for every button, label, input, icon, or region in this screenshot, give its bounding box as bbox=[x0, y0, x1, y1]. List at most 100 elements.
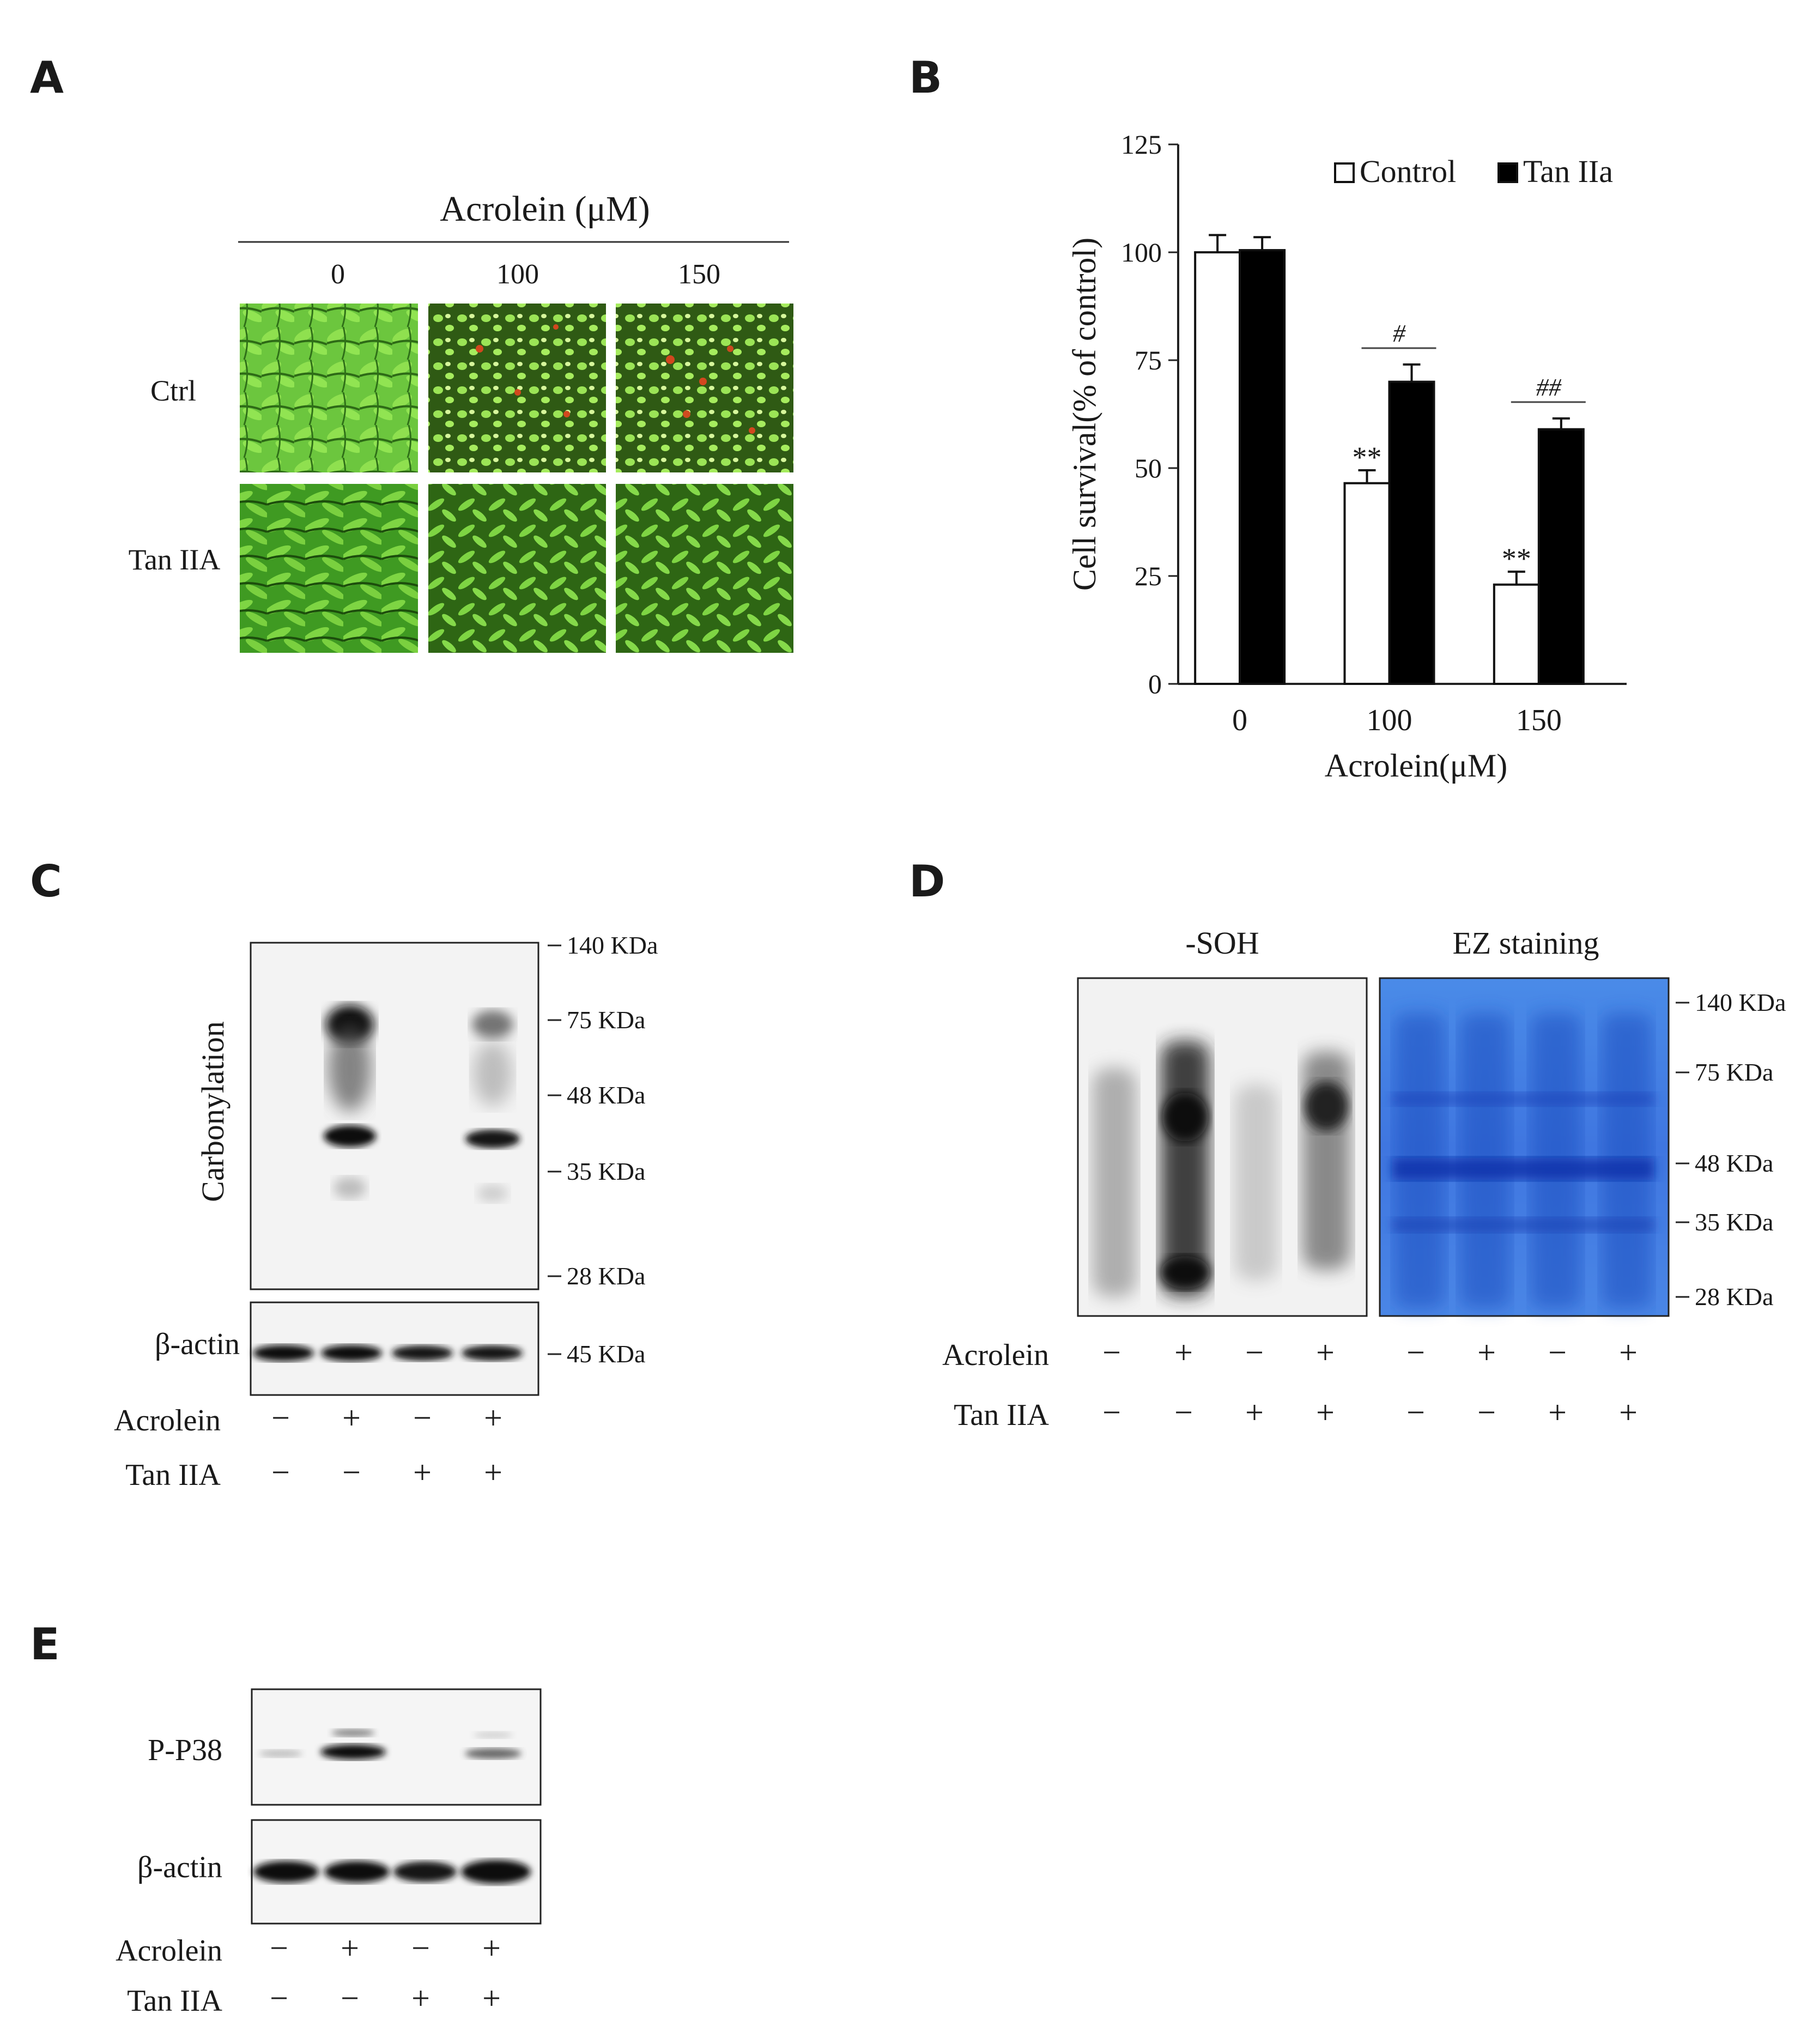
y-tick-label: 50 bbox=[1135, 453, 1162, 483]
panel-e-actin-bands bbox=[253, 1860, 531, 1884]
panel-d-sign: − bbox=[1245, 1335, 1264, 1370]
panel-c-actin-bands bbox=[253, 1345, 523, 1361]
panel-e-pp38-bands bbox=[259, 1729, 522, 1760]
bar bbox=[1239, 249, 1286, 686]
panel-c-loading-marker: 45 KDa bbox=[567, 1340, 645, 1368]
micrograph-ctrl-150 bbox=[616, 304, 793, 472]
panel-d-ez-title: EZ staining bbox=[1452, 925, 1599, 961]
panel-c-blot-label: Carbonylation bbox=[195, 1021, 231, 1202]
panel-a-letter: A bbox=[30, 52, 64, 103]
significance-mark: ** bbox=[1502, 542, 1531, 575]
panel-d-sign: − bbox=[1548, 1335, 1567, 1370]
panel-d-marker-28: 28 KDa bbox=[1695, 1283, 1773, 1311]
panel-e-sign: + bbox=[482, 1930, 501, 1966]
panel-d-sign: + bbox=[1548, 1394, 1567, 1430]
panel-c-treat-acrolein: Acrolein bbox=[114, 1404, 221, 1438]
panel-c-marker-140: 140 KDa bbox=[567, 931, 658, 959]
micrograph-taniia-0 bbox=[240, 484, 418, 653]
panel-e-signs: − + − + − − + + bbox=[270, 1930, 501, 2016]
panel-d-marker-35: 35 KDa bbox=[1695, 1208, 1773, 1236]
panel-d-marker-140: 140 KDa bbox=[1695, 988, 1786, 1016]
panel-e-treat-taniia: Tan IIA bbox=[127, 1984, 222, 2018]
significance-mark: # bbox=[1393, 319, 1406, 347]
panel-c-sign: − bbox=[271, 1454, 290, 1490]
panel-a-col-2: 150 bbox=[678, 259, 720, 290]
panel-c-marker-28: 28 KDa bbox=[567, 1262, 645, 1290]
panel-d-sign: + bbox=[1477, 1335, 1496, 1370]
y-tick-label: 125 bbox=[1121, 129, 1162, 160]
panel-d: D -SOH EZ staining 140 KDa 75 bbox=[909, 856, 1786, 1432]
panel-d-treat-acrolein: Acrolein bbox=[942, 1338, 1049, 1372]
panel-c-sign: + bbox=[484, 1400, 502, 1436]
panel-c-bands bbox=[324, 1005, 520, 1202]
micrograph-ctrl-100 bbox=[428, 304, 606, 472]
significance-mark: ** bbox=[1353, 441, 1382, 474]
panel-c-marker-48: 48 KDa bbox=[567, 1081, 645, 1109]
panel-d-marker-48: 48 KDa bbox=[1695, 1149, 1773, 1177]
panel-d-sign: − bbox=[1102, 1394, 1121, 1430]
panel-e-loading-label: β-actin bbox=[137, 1851, 222, 1884]
panel-d-soh-bands bbox=[1093, 1041, 1350, 1297]
bar bbox=[1537, 428, 1585, 685]
panel-d-signs: − + − + − + − + − − + + − − + + bbox=[1102, 1335, 1638, 1430]
panel-b-letter: B bbox=[909, 52, 942, 103]
panel-a-title: Acrolein (μM) bbox=[440, 189, 650, 229]
panel-a-row-taniia: Tan IIA bbox=[129, 543, 221, 576]
panel-c-loading-label: β-actin bbox=[155, 1327, 240, 1361]
panel-c-carbonylation-blot bbox=[250, 942, 539, 1290]
legend-swatch bbox=[1497, 162, 1518, 183]
panel-d-sign: − bbox=[1406, 1394, 1425, 1430]
panel-d-sign: + bbox=[1619, 1335, 1638, 1370]
panel-e: E P-P38 β-actin Acrolein Tan IIA − + − +… bbox=[30, 1619, 542, 2018]
panel-c-sign: − bbox=[271, 1400, 290, 1436]
panel-a: A Acrolein (μM) 0 100 150 Ctrl Tan IIA bbox=[30, 52, 793, 653]
panel-d-sign: + bbox=[1316, 1335, 1335, 1370]
panel-d-sign: − bbox=[1477, 1394, 1496, 1430]
panel-d-sign: − bbox=[1406, 1335, 1425, 1370]
panel-c-sign: + bbox=[342, 1400, 361, 1436]
panel-e-blot-label: P-P38 bbox=[148, 1733, 222, 1767]
panel-c-sign: − bbox=[413, 1400, 432, 1436]
panel-d-sign: + bbox=[1619, 1394, 1638, 1430]
micrograph-taniia-150 bbox=[616, 484, 793, 653]
panel-e-letter: E bbox=[30, 1619, 60, 1670]
panel-d-sign: + bbox=[1245, 1394, 1264, 1430]
legend-swatch bbox=[1334, 162, 1355, 183]
bar bbox=[1388, 380, 1435, 685]
panel-e-pp38-blot bbox=[251, 1688, 542, 1806]
panel-a-col-0: 0 bbox=[331, 259, 345, 290]
micrograph-ctrl-0 bbox=[240, 304, 418, 472]
panel-d-sign: + bbox=[1316, 1394, 1335, 1430]
panel-d-sign: + bbox=[1174, 1335, 1193, 1370]
y-axis-label: Cell survival(% of control) bbox=[1066, 238, 1102, 591]
panel-d-marker-75: 75 KDa bbox=[1695, 1058, 1773, 1086]
micrograph-ctrl-100-dead bbox=[476, 324, 570, 417]
panel-c-sign: + bbox=[413, 1454, 432, 1490]
y-tick-label: 25 bbox=[1135, 561, 1162, 591]
x-tick-label: 100 bbox=[1367, 703, 1412, 737]
panel-a-col-1: 100 bbox=[496, 259, 539, 290]
panel-c-sign: − bbox=[342, 1454, 361, 1490]
panel-e-sign: + bbox=[482, 1980, 501, 2016]
panel-e-sign: + bbox=[411, 1980, 430, 2016]
y-tick-label: 0 bbox=[1148, 669, 1162, 699]
significance-mark: ## bbox=[1536, 373, 1562, 401]
bar bbox=[1194, 251, 1241, 685]
panel-c-marker-75: 75 KDa bbox=[567, 1006, 645, 1034]
panel-e-treat-acrolein: Acrolein bbox=[116, 1934, 222, 1968]
panel-c-sign: + bbox=[484, 1454, 502, 1490]
panel-e-sign: + bbox=[341, 1930, 359, 1966]
panel-d-markers: 140 KDa 75 KDa 48 KDa 35 KDa 28 KDa bbox=[1676, 988, 1786, 1311]
y-tick-label: 100 bbox=[1121, 237, 1162, 268]
panel-d-soh-title: -SOH bbox=[1185, 925, 1259, 961]
panel-c-signs: − + − + − − + + bbox=[271, 1400, 502, 1490]
panel-e-sign: − bbox=[270, 1930, 288, 1966]
panel-d-sign: − bbox=[1174, 1394, 1193, 1430]
panel-c-treat-taniia: Tan IIA bbox=[125, 1458, 221, 1492]
x-tick-label: 150 bbox=[1516, 703, 1562, 737]
panel-c: C Carbonylation 140 KDa 75 KDa 48 KDa 35… bbox=[30, 856, 658, 1492]
panel-d-treat-taniia: Tan IIA bbox=[954, 1398, 1049, 1432]
